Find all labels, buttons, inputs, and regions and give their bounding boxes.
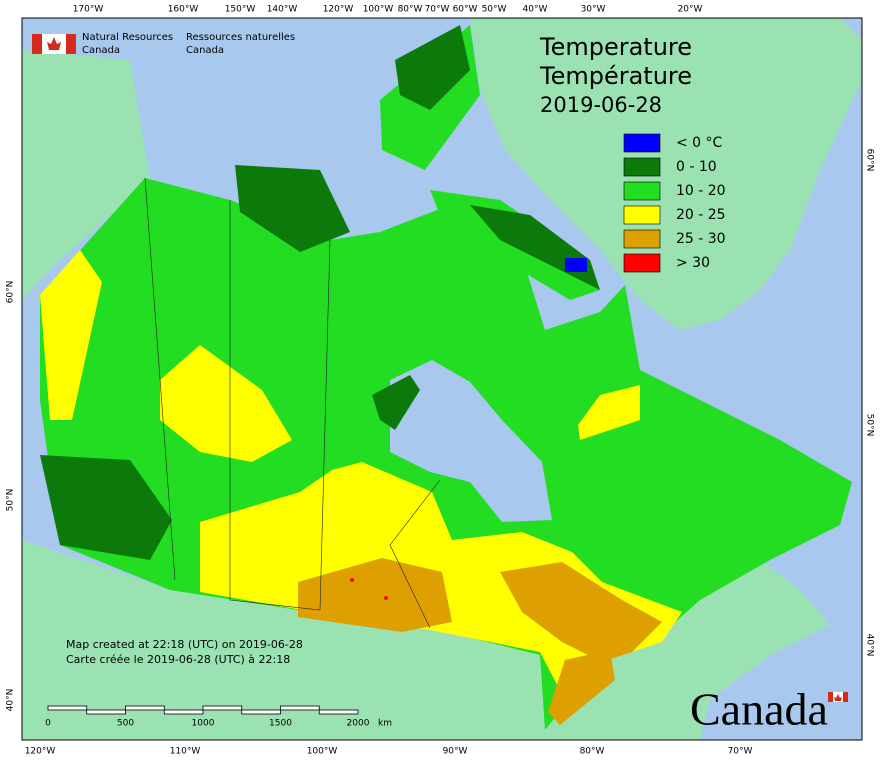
- bc-mountains: [40, 455, 172, 560]
- scale-segment: [318, 709, 359, 715]
- alaska: [22, 50, 150, 300]
- longitude-label: 90°W: [443, 747, 468, 757]
- longitude-label: 100°W: [307, 747, 338, 757]
- agency-name-fr: Canada: [186, 45, 224, 56]
- latitude-label: 60°N: [6, 281, 16, 304]
- map-credit: Carte créée le 2019-06-28 (UTC) à 22:18: [66, 653, 290, 666]
- scale-label: 1000: [192, 719, 215, 729]
- border: [229, 200, 331, 611]
- arctic-island-north: [395, 25, 470, 110]
- prairie-warm: [160, 345, 292, 462]
- longitude-label: 70°W: [728, 747, 753, 757]
- map-credit: Map created at 22:18 (UTC) on 2019-06-28: [66, 638, 303, 651]
- latitude-label: 40°N: [6, 689, 16, 712]
- quebec-warm: [578, 385, 640, 440]
- frame: [21, 17, 863, 741]
- cold-patch: [565, 258, 587, 272]
- scale-segment: [125, 705, 165, 711]
- scale-label: 0: [45, 719, 51, 729]
- longitude-label: 150°W: [225, 5, 256, 15]
- agency-name-en: Natural Resources: [82, 32, 173, 43]
- scale-segment: [86, 709, 126, 715]
- legend-swatch: [623, 229, 661, 249]
- scale-unit: km: [378, 719, 392, 729]
- map-title: Temperature: [539, 33, 692, 61]
- southern-ontario: [548, 650, 615, 725]
- longitude-label: 60°W: [453, 5, 478, 15]
- longitude-label: 170°W: [73, 5, 104, 15]
- legend-swatch: [623, 253, 661, 273]
- scale-segment: [241, 709, 281, 715]
- latitude-label: 50°N: [6, 489, 16, 512]
- legend-swatch: [623, 205, 661, 225]
- border: [389, 479, 441, 629]
- canada-wordmark: Canada: [690, 684, 828, 735]
- longitude-label: 160°W: [168, 5, 199, 15]
- hot-band-east: [500, 562, 662, 662]
- latitude-label: 50°N: [865, 414, 875, 437]
- longitude-label: 40°W: [523, 5, 548, 15]
- border: [144, 177, 176, 581]
- greenland: [470, 18, 862, 330]
- nrcan-flag: [32, 34, 76, 54]
- latitude-label: 40°N: [865, 634, 875, 657]
- legend-swatch: [623, 133, 661, 153]
- scale-segment: [202, 705, 243, 711]
- agency-name-fr: Ressources naturelles: [186, 32, 295, 43]
- bc-coast-warm: [40, 250, 102, 420]
- scale-label: 2000: [347, 719, 370, 729]
- arctic-island: [235, 165, 350, 252]
- longitude-label: 30°W: [581, 5, 606, 15]
- hot-spot: [384, 596, 388, 600]
- map-title: Température: [539, 62, 692, 90]
- coast-patch: [372, 375, 420, 430]
- legend-label: 0 - 10: [676, 159, 717, 175]
- scale-label: 1500: [269, 719, 292, 729]
- map-title: 2019-06-28: [540, 93, 662, 117]
- united-states: [22, 540, 830, 740]
- legend-swatch: [623, 157, 661, 177]
- longitude-label: 140°W: [267, 5, 298, 15]
- agency-name-en: Canada: [82, 45, 120, 56]
- legend-label: 10 - 20: [676, 183, 726, 199]
- longitude-label: 80°W: [580, 747, 605, 757]
- hot-spot: [350, 578, 354, 582]
- longitude-label: 70°W: [425, 5, 450, 15]
- longitude-label: 50°W: [482, 5, 507, 15]
- scale-label: 500: [117, 719, 134, 729]
- longitude-label: 20°W: [678, 5, 703, 15]
- hot-band-west: [298, 558, 452, 632]
- hudson-bay: [390, 360, 552, 522]
- longitude-label: 120°W: [25, 747, 56, 757]
- longitude-label: 80°W: [398, 5, 423, 15]
- legend-label: 25 - 30: [676, 231, 726, 247]
- longitude-label: 100°W: [363, 5, 394, 15]
- legend-label: 20 - 25: [676, 207, 726, 223]
- longitude-label: 120°W: [323, 5, 354, 15]
- legend-label: < 0 °C: [676, 135, 723, 151]
- legend-swatch: [623, 181, 661, 201]
- scale-segment: [280, 705, 320, 711]
- map-area: [22, 18, 862, 740]
- latitude-label: 60°N: [865, 149, 875, 172]
- legend-label: > 30: [676, 255, 710, 271]
- scale-segment: [47, 705, 88, 711]
- longitude-label: 110°W: [170, 747, 201, 757]
- canada-wordmark-flag: [828, 692, 848, 702]
- scale-segment: [163, 709, 204, 715]
